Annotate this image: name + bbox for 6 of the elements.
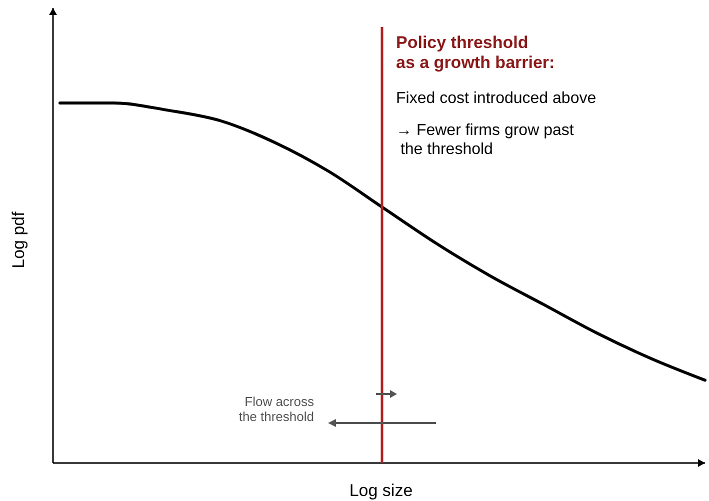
annotation: Fixed cost introduced above <box>396 90 596 107</box>
y-axis-title: Log pdf <box>9 211 28 268</box>
x-axis-title: Log size <box>349 481 413 500</box>
text: Policy threshold as a growth barrier: <box>396 33 555 72</box>
annotation: → Fewer firms grow past the threshold <box>396 122 574 158</box>
annotation: Flow across the threshold <box>238 394 314 424</box>
